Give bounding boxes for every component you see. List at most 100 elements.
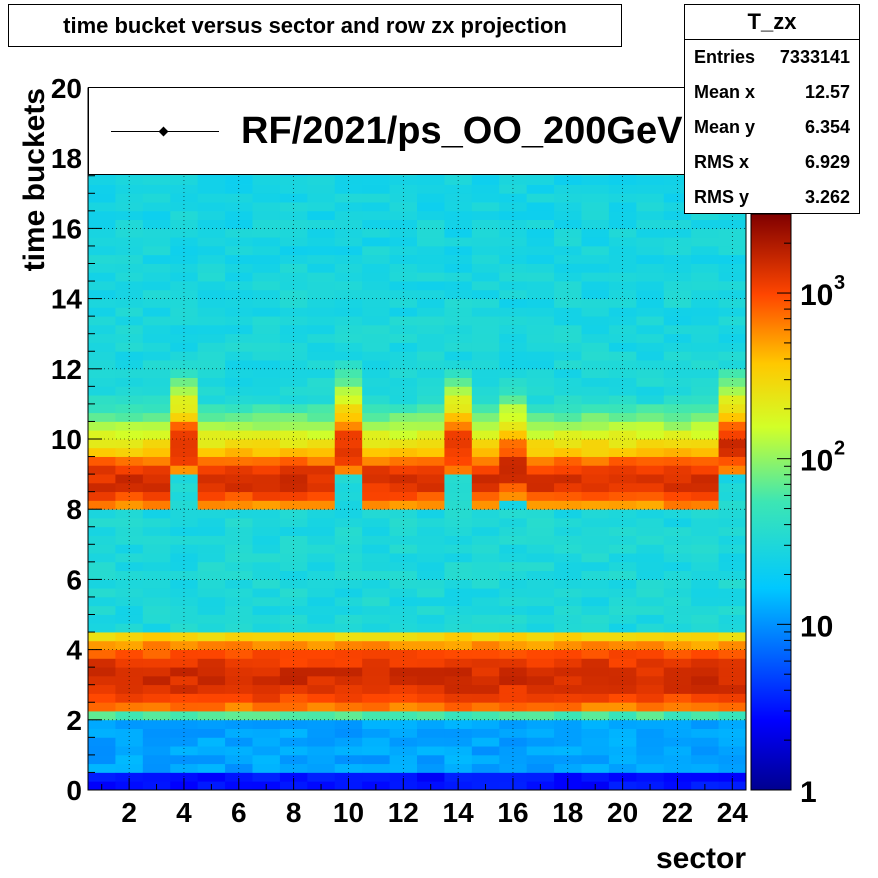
heatmap-cell [417,702,445,712]
heatmap-cell [170,711,199,721]
heatmap-cell [581,316,610,326]
heatmap-cell [362,298,390,308]
heatmap-cell [691,500,719,510]
heatmap-cell [142,605,171,615]
heatmap-cell [142,579,171,589]
heatmap-cell [307,351,336,361]
heatmap-cell [197,395,226,405]
heatmap-cell [417,360,445,370]
heatmap-cell [471,263,500,273]
heatmap-cell [88,667,116,677]
heatmap-cell [389,439,418,449]
heatmap-cell [142,500,171,510]
heatmap-cell [279,693,308,703]
heatmap-cell [444,474,473,484]
heatmap-cell [636,728,665,738]
heatmap-cell [307,746,336,756]
heatmap-cell [718,500,747,510]
heatmap-cell [197,614,226,624]
heatmap-cell [142,693,171,703]
heatmap-cell [663,430,692,440]
heatmap-cell [252,553,281,563]
heatmap-cell [444,377,473,387]
heatmap-cell [554,281,582,291]
heatmap-cell [225,482,253,493]
heatmap-cell [225,509,253,519]
heatmap-cell [526,342,555,352]
heatmap-cell [554,746,582,756]
heatmap-cell [471,667,500,677]
heatmap-cell [691,210,719,221]
heatmap-cell [362,658,390,668]
heatmap-cell [691,333,719,343]
heatmap-cell [170,746,199,756]
stats-value: 7333141 [779,47,850,67]
heatmap-cell [88,210,116,221]
heatmap-cell [608,702,637,712]
heatmap-cell [88,263,116,273]
heatmap-cell [252,482,281,493]
heatmap-cell [170,596,199,607]
heatmap-cell [362,281,390,291]
heatmap-cell [225,439,253,449]
heatmap-cell [444,754,473,765]
heatmap-cell [691,640,719,650]
heatmap-cells [88,88,747,791]
heatmap-cell [526,316,555,326]
heatmap-cell [499,254,528,264]
heatmap-cell [170,754,199,765]
heatmap-cell [471,210,500,221]
heatmap-cell [252,535,281,545]
heatmap-cell [197,517,226,528]
heatmap-cell [142,684,171,694]
heatmap-cell [142,245,171,256]
heatmap-cell [444,351,473,361]
stats-value: 3.262 [804,187,850,207]
heatmap-cell [471,640,500,650]
heatmap-cell [417,754,445,765]
heatmap-cell [691,535,719,545]
heatmap-cell [444,430,473,440]
heatmap-cell [471,570,500,580]
heatmap-cell [554,570,582,580]
heatmap-cell [581,649,610,659]
heatmap-cell [279,281,308,291]
heatmap-cell [608,307,637,317]
heatmap-cell [362,684,390,694]
heatmap-cell [526,605,555,615]
heatmap-cell [526,570,555,580]
heatmap-cell [636,702,665,712]
heatmap-cell [334,395,363,405]
heatmap-cell [279,640,308,650]
heatmap-cell [362,526,390,536]
x-tick-label: 12 [388,797,419,828]
heatmap-cell [718,456,747,466]
heatmap-cell [170,439,199,449]
heatmap-cell [526,412,555,422]
heatmap-cell [581,553,610,563]
heatmap-cell [526,430,555,440]
heatmap-cell [636,403,665,414]
heatmap-cell [88,675,116,686]
heatmap-cell [389,772,418,782]
heatmap-cell [581,658,610,668]
heatmap-cell [663,684,692,694]
heatmap-cell [170,772,199,782]
heatmap-cell [526,623,555,633]
heatmap-cell [334,605,363,615]
heatmap-cell [279,553,308,563]
heatmap-cell [581,517,610,528]
heatmap-cell [389,702,418,712]
heatmap-cell [608,754,637,765]
heatmap-cell [307,632,336,642]
heatmap-cell [334,579,363,589]
heatmap-cell [197,281,226,291]
heatmap-cell [417,667,445,677]
heatmap-cell [362,737,390,747]
heatmap-cell [444,439,473,449]
heatmap-cell [88,430,116,440]
heatmap-cell [225,386,253,396]
heatmap-cell [526,360,555,370]
heatmap-cell [115,702,144,712]
heatmap-cell [279,465,308,475]
